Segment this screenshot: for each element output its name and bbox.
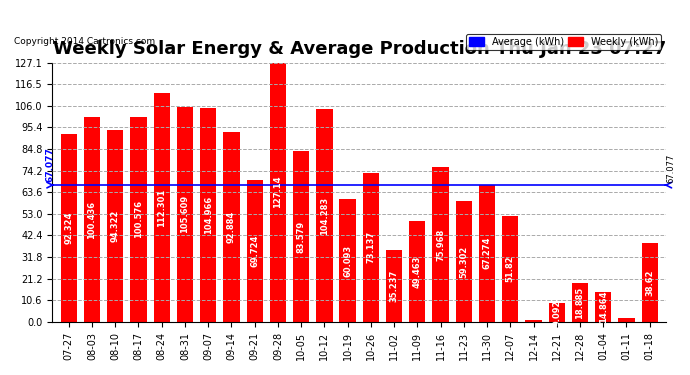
Text: 127.14: 127.14 <box>273 176 282 209</box>
Title: Weekly Solar Energy & Average Production Thu Jan 23 07:27: Weekly Solar Energy & Average Production… <box>52 40 666 58</box>
Text: 67.077: 67.077 <box>46 147 55 182</box>
Text: 35.237: 35.237 <box>390 270 399 302</box>
Text: 18.885: 18.885 <box>575 286 584 319</box>
Bar <box>572 284 588 322</box>
Text: 59.302: 59.302 <box>460 245 469 278</box>
Bar <box>502 216 518 322</box>
Text: 104.283: 104.283 <box>320 196 329 235</box>
Bar <box>642 243 658 322</box>
Text: 100.436: 100.436 <box>88 200 97 238</box>
Bar <box>61 134 77 322</box>
Legend: Average (kWh), Weekly (kWh): Average (kWh), Weekly (kWh) <box>466 34 661 50</box>
Bar <box>479 185 495 322</box>
Text: 112.301: 112.301 <box>157 188 166 226</box>
Text: 105.609: 105.609 <box>181 195 190 233</box>
Bar <box>84 117 100 322</box>
Text: 67.274: 67.274 <box>482 237 491 270</box>
Bar <box>154 93 170 322</box>
Bar <box>130 117 146 322</box>
Bar <box>455 201 472 322</box>
Bar <box>246 180 263 322</box>
Bar <box>224 132 239 322</box>
Bar <box>293 152 309 322</box>
Text: 104.966: 104.966 <box>204 196 213 234</box>
Bar <box>409 221 426 322</box>
Text: Copyright 2014 Cartronics.com: Copyright 2014 Cartronics.com <box>14 38 155 46</box>
Text: 100.576: 100.576 <box>134 200 143 238</box>
Bar <box>525 320 542 322</box>
Text: 83.579: 83.579 <box>297 220 306 253</box>
Bar <box>270 63 286 322</box>
Bar <box>549 303 565 322</box>
Text: 38.62: 38.62 <box>645 269 654 296</box>
Text: 92.324: 92.324 <box>64 211 73 244</box>
Bar <box>339 200 356 322</box>
Text: 49.463: 49.463 <box>413 255 422 288</box>
Bar <box>433 167 448 322</box>
Text: 60.093: 60.093 <box>343 244 352 277</box>
Bar <box>386 250 402 322</box>
Bar <box>363 173 379 322</box>
Bar <box>316 109 333 322</box>
Text: 69.724: 69.724 <box>250 235 259 267</box>
Text: 75.968: 75.968 <box>436 228 445 261</box>
Text: 73.137: 73.137 <box>366 231 375 263</box>
Text: 92.884: 92.884 <box>227 211 236 243</box>
Bar <box>177 106 193 322</box>
Text: 9.092: 9.092 <box>552 300 561 326</box>
Bar <box>107 129 124 322</box>
Text: 51.82: 51.82 <box>506 256 515 282</box>
Text: 94.322: 94.322 <box>110 210 120 242</box>
Text: 67.077: 67.077 <box>666 154 675 183</box>
Text: 14.864: 14.864 <box>599 291 608 323</box>
Bar <box>595 292 611 322</box>
Bar <box>618 318 635 322</box>
Bar <box>200 108 216 322</box>
